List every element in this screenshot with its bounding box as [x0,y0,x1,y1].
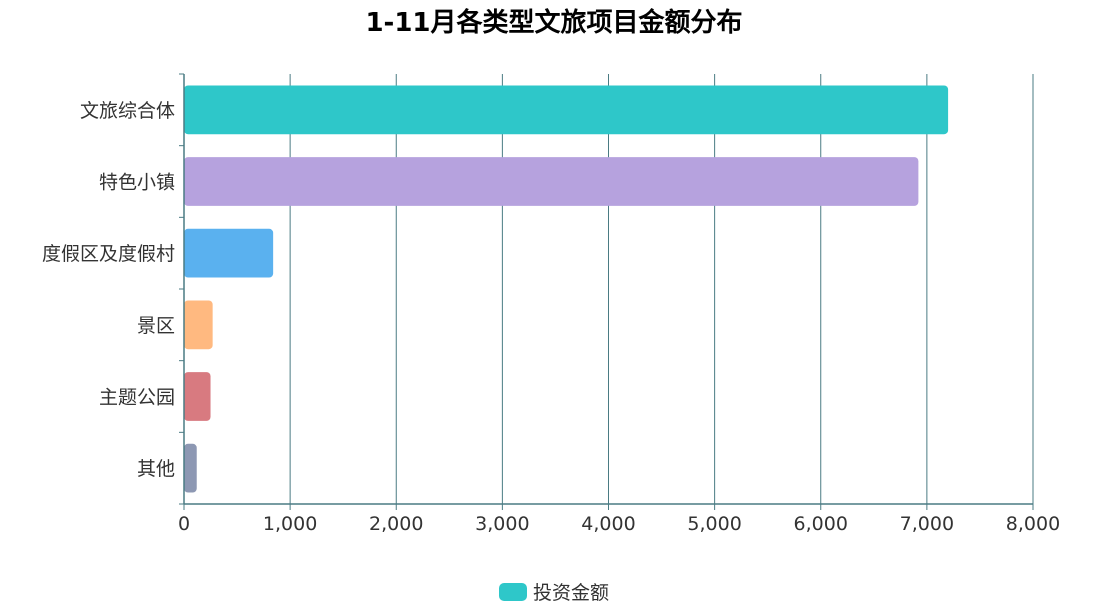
bar-4[interactable] [184,300,213,350]
bar-2[interactable] [184,157,919,206]
y-category-label: 特色小镇 [99,172,175,194]
x-tick-label: 8,000 [1006,513,1060,535]
bars [184,85,949,493]
axis-labels: 0 1,000 2,000 3,000 4,000 5,000 6,000 7,000 8,00… [42,100,1060,535]
x-tick-label: 0 [178,513,190,535]
grid-lines [289,74,1034,504]
y-category-label: 主题公园 [99,387,175,409]
y-category-label: 景区 [137,315,175,337]
legend[interactable]: 投资金额 [0,578,1108,605]
bar-5[interactable] [184,372,211,421]
legend-label: 投资金额 [532,582,609,604]
axes [179,73,1034,510]
x-tick-label: 1,000 [263,513,317,535]
x-tick-label: 5,000 [687,513,741,535]
x-tick-label: 6,000 [794,513,848,535]
legend-swatch [498,582,527,601]
x-tick-label: 7,000 [900,513,954,535]
y-category-label: 度假区及度假村 [42,243,175,265]
x-tick-label: 4,000 [581,513,635,535]
x-tick-label: 3,000 [475,513,529,535]
bar-1[interactable] [184,85,949,135]
y-category-label: 其他 [137,458,175,480]
bar-3[interactable] [184,228,274,278]
y-category-label: 文旅综合体 [80,100,175,122]
bar-6[interactable] [184,443,197,493]
x-tick-label: 2,000 [369,513,423,535]
chart-title: 1-11月各类型文旅项目金额分布 [365,8,743,38]
